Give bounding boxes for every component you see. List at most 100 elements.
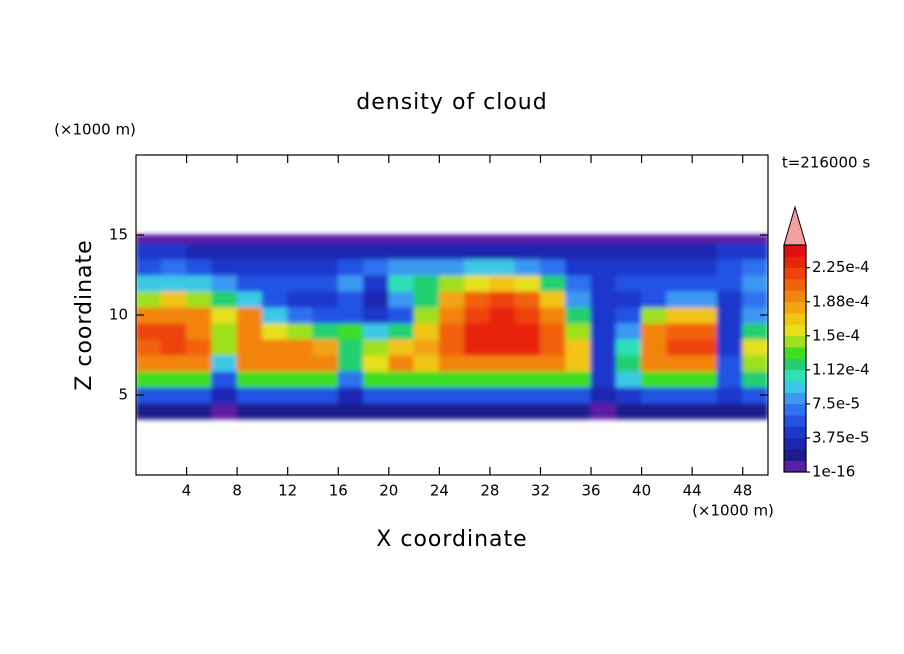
contour-cell [236, 290, 263, 308]
contour-cell [363, 306, 390, 324]
contour-cell [236, 338, 263, 356]
contour-cell [413, 386, 440, 404]
contour-cell [691, 370, 718, 388]
contour-cell [666, 338, 693, 356]
contour-cell [691, 386, 718, 404]
y-tick-label: 10 [109, 306, 128, 324]
contour-cell [312, 290, 339, 308]
contour-cell [514, 258, 541, 276]
contour-cell [337, 354, 365, 372]
contour-cell [539, 386, 567, 404]
contour-cell [615, 370, 643, 388]
contour-cell [590, 242, 617, 260]
contour-cell [160, 290, 188, 308]
contour-cell [136, 306, 162, 324]
contour-cell [186, 258, 213, 276]
contour-cell [641, 402, 668, 420]
colorbar-band [784, 449, 806, 461]
colorbar-frame [783, 244, 807, 473]
contour-cell [716, 306, 744, 324]
contour-cell [413, 234, 440, 244]
contour-cell [565, 386, 592, 404]
contour-cell [287, 306, 314, 324]
contour-cell [136, 370, 162, 388]
contour-cell [236, 234, 263, 244]
contour-cell [211, 234, 238, 244]
contour-cell [287, 402, 314, 420]
contour-cell [666, 274, 693, 292]
contour-cell [160, 370, 188, 388]
contour-cell [742, 354, 768, 372]
contour-cell [691, 274, 718, 292]
contour-cell [666, 242, 693, 260]
contour-cell [363, 338, 390, 356]
y-tick-label: 15 [109, 226, 128, 244]
contour-cell [160, 234, 188, 244]
contour-cell [514, 242, 541, 260]
contour-cell [186, 242, 213, 260]
contour-cell [438, 290, 466, 308]
contour-cell [489, 258, 516, 276]
contour-cell [590, 354, 617, 372]
contour-cell [363, 354, 390, 372]
contour-cell [666, 386, 693, 404]
contour-cell [413, 274, 440, 292]
contour-cell [565, 234, 592, 244]
contour-cell [211, 402, 238, 420]
contour-cell [363, 234, 390, 244]
contour-cell [464, 338, 491, 356]
contour-cell [539, 402, 567, 420]
contour-cell [186, 290, 213, 308]
x-tick-label: 24 [430, 482, 449, 500]
contour-cell [136, 402, 162, 420]
contour-cell [691, 322, 718, 340]
contour-cell [666, 354, 693, 372]
contour-cell [388, 338, 415, 356]
contour-cell [590, 274, 617, 292]
contour-cell [539, 274, 567, 292]
contour-cell [539, 234, 567, 244]
contour-cell [337, 274, 365, 292]
contour-cell [261, 258, 289, 276]
contour-cell [565, 354, 592, 372]
contour-cell [641, 274, 668, 292]
contour-cell [312, 258, 339, 276]
colorbar-band [784, 346, 806, 359]
contour-cell [438, 402, 466, 420]
contour-cell [363, 290, 390, 308]
contour-cell [438, 234, 466, 244]
contour-cell [363, 386, 390, 404]
contour-cell [742, 290, 768, 308]
contour-cell [666, 370, 693, 388]
x-tick-label: 36 [581, 482, 600, 500]
contour-cell [514, 402, 541, 420]
contour-cell [742, 306, 768, 324]
contour-cell [312, 338, 339, 356]
contour-cell [261, 386, 289, 404]
contour-cell [160, 306, 188, 324]
colorbar-band [784, 380, 806, 393]
contour-cell [363, 258, 390, 276]
contour-cell [413, 338, 440, 356]
contour-cell [539, 370, 567, 388]
contour-cell [666, 402, 693, 420]
contour-cell [514, 306, 541, 324]
contour-cell [287, 370, 314, 388]
contour-cell [716, 234, 744, 244]
contour-cell [666, 234, 693, 244]
contour-cell [716, 322, 744, 340]
contour-cell [413, 258, 440, 276]
x-tick-label: 44 [683, 482, 702, 500]
contour-cell [160, 322, 188, 340]
colorbar-label: 1.5e-4 [812, 326, 860, 344]
contour-cell [337, 234, 365, 244]
contour-cell [413, 290, 440, 308]
contour-cell [363, 322, 390, 340]
x-tick-label: 40 [632, 482, 651, 500]
contour-cell [388, 258, 415, 276]
contour-cell [388, 306, 415, 324]
contour-cell [464, 354, 491, 372]
contour-cell [464, 386, 491, 404]
contour-cell [186, 306, 213, 324]
